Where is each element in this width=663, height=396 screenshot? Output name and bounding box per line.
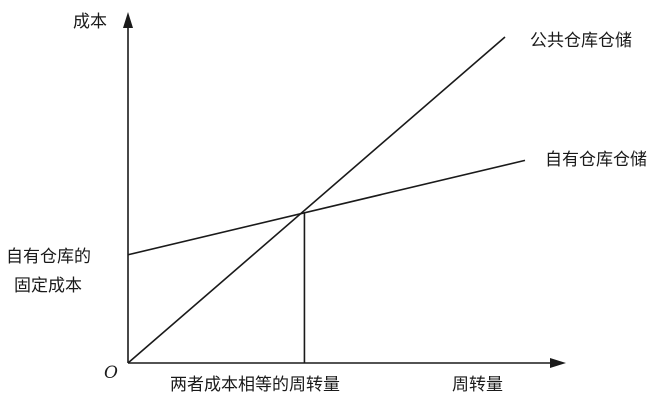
fixed-cost-label-line-1: 自有仓库的 [6,247,91,267]
origin-label: O [104,363,118,383]
x-axis-label: 周转量 [452,375,503,395]
series-line-public-warehouse [127,36,506,364]
x-axis-arrow [550,358,566,368]
series-line-own-warehouse [127,159,526,256]
y-axis-arrow [123,12,133,28]
series-label-public-warehouse: 公共仓库仓储 [530,31,632,51]
fixed-cost-label-line-2: 固定成本 [14,276,82,296]
series-label-own-warehouse: 自有仓库仓储 [545,150,647,170]
breakeven-volume-label: 两者成本相等的周转量 [170,375,340,395]
y-axis-label: 成本 [73,12,107,32]
